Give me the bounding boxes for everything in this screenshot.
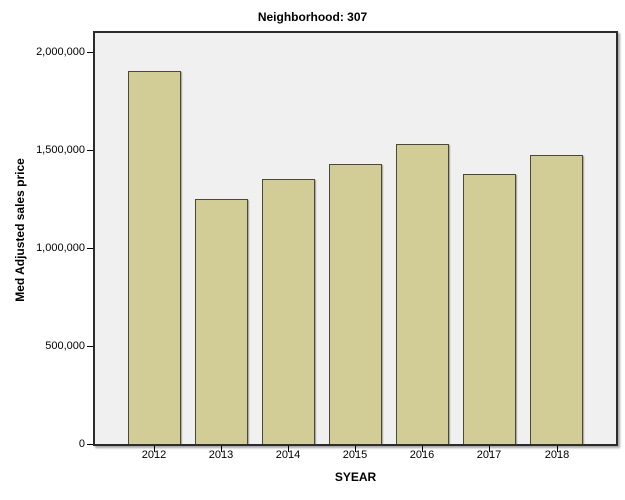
x-axis-tick-label: 2017 bbox=[476, 449, 502, 461]
x-axis-tick-label: 2013 bbox=[208, 449, 234, 461]
x-axis-tick-label: 2012 bbox=[141, 449, 167, 461]
x-axis-tick-mark bbox=[221, 446, 222, 452]
bar-2017 bbox=[463, 174, 516, 444]
plot-area bbox=[93, 31, 618, 446]
bar-2015 bbox=[329, 164, 382, 444]
y-axis-title: Med Adjusted sales price bbox=[13, 158, 27, 302]
y-axis-tick-mark bbox=[87, 51, 93, 53]
x-axis-title: SYEAR bbox=[334, 470, 377, 484]
x-axis-tick-mark bbox=[557, 446, 558, 452]
bar-2018 bbox=[530, 155, 583, 444]
chart-title: Neighborhood: 307 bbox=[257, 10, 368, 24]
y-axis-tick-mark bbox=[87, 149, 93, 151]
x-axis-tick-mark bbox=[288, 446, 289, 452]
bar-2014 bbox=[262, 179, 315, 444]
y-axis-tick-label: 1,000,000 bbox=[36, 242, 85, 254]
x-axis-tick-mark bbox=[422, 446, 423, 452]
bar-2016 bbox=[396, 144, 449, 444]
y-axis-tick-label: 0 bbox=[78, 438, 85, 450]
x-axis-tick-mark bbox=[489, 446, 490, 452]
y-axis-tick-mark bbox=[87, 345, 93, 347]
x-axis-tick-label: 2014 bbox=[275, 449, 301, 461]
y-axis-tick-mark bbox=[87, 443, 93, 445]
x-axis-tick-label: 2018 bbox=[544, 449, 570, 461]
x-axis-tick-label: 2016 bbox=[409, 449, 435, 461]
y-axis-tick-label: 500,000 bbox=[45, 340, 85, 352]
y-axis-tick-label: 2,000,000 bbox=[36, 46, 85, 58]
x-axis-tick-mark bbox=[154, 446, 155, 452]
x-axis-tick-mark bbox=[355, 446, 356, 452]
y-axis-tick-label: 1,500,000 bbox=[36, 144, 85, 156]
y-axis-tick-mark bbox=[87, 247, 93, 249]
bar-2013 bbox=[195, 199, 248, 444]
bar-2012 bbox=[128, 71, 181, 444]
x-axis-tick-label: 2015 bbox=[342, 449, 368, 461]
